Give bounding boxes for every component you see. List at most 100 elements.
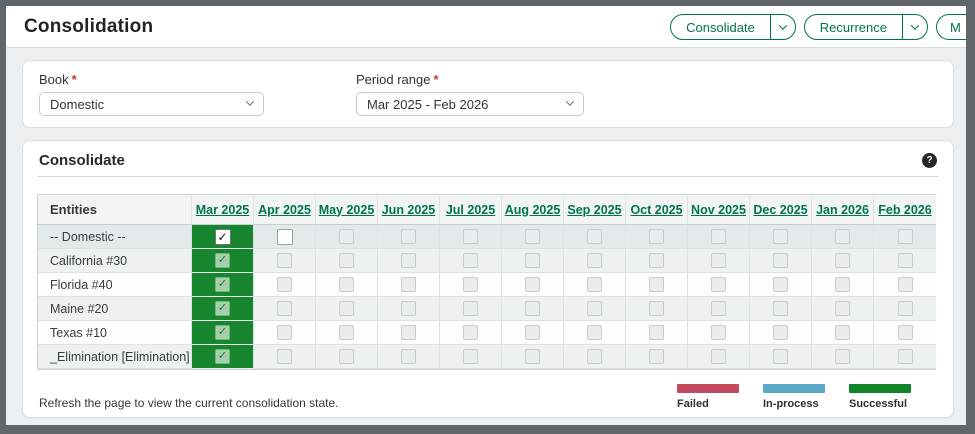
more-button-label[interactable]: M (950, 19, 961, 35)
cell-domestic-may-2025 (316, 225, 378, 249)
month-link-mar-2025[interactable]: Mar 2025 (195, 202, 250, 217)
cell-elimination-elimination-oct-2025 (626, 345, 688, 369)
recurrence-button[interactable]: Recurrence (803, 14, 928, 40)
month-header-oct-2025: Oct 2025 (626, 195, 688, 225)
cell-maine-20-aug-2025 (502, 297, 564, 321)
month-link-sep-2025[interactable]: Sep 2025 (567, 202, 622, 217)
consolidate-button-label[interactable]: Consolidate (686, 19, 755, 35)
month-link-jun-2025[interactable]: Jun 2025 (381, 202, 436, 217)
required-asterisk: * (433, 72, 439, 87)
cell-maine-20-mar-2025: ✓ (192, 297, 254, 321)
checkbox-california-30-mar-2025: ✓ (215, 253, 230, 268)
cell-maine-20-oct-2025 (626, 297, 688, 321)
checkbox-elimination-elimination-aug-2025 (525, 349, 540, 364)
table-footer: Refresh the page to view the current con… (37, 384, 939, 410)
legend-item-in-process: In-process (763, 384, 825, 410)
cell-domestic-mar-2025: ✓ (192, 225, 254, 249)
checkbox-maine-20-feb-2026 (897, 301, 913, 316)
checkbox-domestic-dec-2025 (773, 229, 788, 244)
cell-california-30-nov-2025 (688, 249, 750, 273)
checkbox-maine-20-nov-2025 (711, 301, 726, 316)
cell-elimination-elimination-apr-2025 (254, 345, 316, 369)
period-range-select[interactable]: Mar 2025 - Feb 2026 (356, 92, 584, 116)
consolidate-button[interactable]: Consolidate (670, 14, 796, 40)
cell-florida-40-dec-2025 (750, 273, 812, 297)
checkbox-florida-40-aug-2025 (525, 277, 540, 292)
checkbox-florida-40-jul-2025 (463, 277, 478, 292)
consolidate-dropdown-toggle[interactable] (769, 15, 795, 39)
cell-domestic-aug-2025 (502, 225, 564, 249)
recurrence-button-label[interactable]: Recurrence (819, 19, 887, 35)
chevron-down-icon (778, 21, 788, 30)
help-icon[interactable]: ? (922, 153, 937, 168)
month-link-dec-2025[interactable]: Dec 2025 (753, 202, 808, 217)
cell-california-30-oct-2025 (626, 249, 688, 273)
chevron-down-icon (910, 21, 920, 30)
cell-domestic-jun-2025 (378, 225, 440, 249)
cell-california-30-dec-2025 (750, 249, 812, 273)
checkbox-florida-40-may-2025 (339, 277, 354, 292)
checkbox-maine-20-sep-2025 (587, 301, 602, 316)
month-header-jan-2026: Jan 2026 (812, 195, 874, 225)
checkbox-texas-10-may-2025 (339, 325, 354, 340)
app-viewport: Consolidation Consolidate Recurrence M B… (6, 6, 966, 425)
cell-florida-40-nov-2025 (688, 273, 750, 297)
checkbox-texas-10-oct-2025 (649, 325, 664, 340)
month-header-may-2025: May 2025 (316, 195, 378, 225)
checkbox-texas-10-feb-2026 (897, 325, 913, 340)
book-select[interactable]: Domestic (39, 92, 264, 116)
cell-domestic-oct-2025 (626, 225, 688, 249)
checkbox-maine-20-dec-2025 (773, 301, 788, 316)
month-link-oct-2025[interactable]: Oct 2025 (630, 202, 683, 217)
checkbox-california-30-aug-2025 (525, 253, 540, 268)
checkbox-florida-40-dec-2025 (773, 277, 788, 292)
month-header-mar-2025: Mar 2025 (192, 195, 254, 225)
book-select-value: Domestic (50, 96, 105, 112)
cell-maine-20-nov-2025 (688, 297, 750, 321)
cell-texas-10-oct-2025 (626, 321, 688, 345)
recurrence-dropdown-toggle[interactable] (902, 15, 927, 39)
month-link-aug-2025[interactable]: Aug 2025 (504, 202, 561, 217)
book-label: Book * (39, 72, 77, 87)
checkbox-florida-40-jun-2025 (401, 277, 416, 292)
cell-california-30-jan-2026 (812, 249, 874, 273)
period-range-field: Period range * Mar 2025 - Feb 2026 (356, 72, 584, 116)
checkbox-texas-10-jun-2025 (401, 325, 416, 340)
checkbox-california-30-dec-2025 (773, 253, 788, 268)
cell-elimination-elimination-feb-2026 (874, 345, 936, 369)
cell-texas-10-aug-2025 (502, 321, 564, 345)
checkbox-domestic-mar-2025[interactable]: ✓ (214, 228, 231, 245)
cell-maine-20-may-2025 (316, 297, 378, 321)
cell-texas-10-apr-2025 (254, 321, 316, 345)
consolidation-table: Entities Mar 2025 Apr 2025 May 2025 Jun 202… (37, 194, 936, 370)
checkbox-elimination-elimination-oct-2025 (649, 349, 664, 364)
more-button-partial[interactable]: M (936, 14, 966, 40)
checkbox-domestic-jun-2025 (401, 229, 416, 244)
month-header-jul-2025: Jul 2025 (440, 195, 502, 225)
month-header-dec-2025: Dec 2025 (750, 195, 812, 225)
cell-maine-20-feb-2026 (874, 297, 936, 321)
month-link-jan-2026[interactable]: Jan 2026 (816, 202, 869, 217)
checkbox-domestic-apr-2025[interactable] (276, 228, 293, 245)
cell-florida-40-jul-2025 (440, 273, 502, 297)
book-field: Book * Domestic (39, 72, 264, 116)
month-link-nov-2025[interactable]: Nov 2025 (691, 202, 746, 217)
cell-california-30-feb-2026 (874, 249, 936, 273)
cell-florida-40-jun-2025 (378, 273, 440, 297)
month-link-apr-2025[interactable]: Apr 2025 (258, 202, 311, 217)
checkbox-california-30-sep-2025 (587, 253, 602, 268)
cell-texas-10-jun-2025 (378, 321, 440, 345)
month-link-feb-2026[interactable]: Feb 2026 (878, 202, 932, 217)
month-link-may-2025[interactable]: May 2025 (318, 202, 375, 217)
checkbox-florida-40-oct-2025 (649, 277, 664, 292)
checkbox-texas-10-jan-2026 (835, 325, 850, 340)
entity-label-california-30: California #30 (38, 249, 192, 273)
checkbox-elimination-elimination-nov-2025 (711, 349, 726, 364)
checkbox-domestic-feb-2026 (897, 229, 913, 244)
checkbox-elimination-elimination-jul-2025 (463, 349, 478, 364)
legend-swatch-failed (677, 384, 739, 393)
entities-column-header: Entities (38, 195, 192, 225)
checkbox-domestic-may-2025 (339, 229, 354, 244)
month-link-jul-2025[interactable]: Jul 2025 (445, 202, 496, 217)
entity-label-florida-40: Florida #40 (38, 273, 192, 297)
